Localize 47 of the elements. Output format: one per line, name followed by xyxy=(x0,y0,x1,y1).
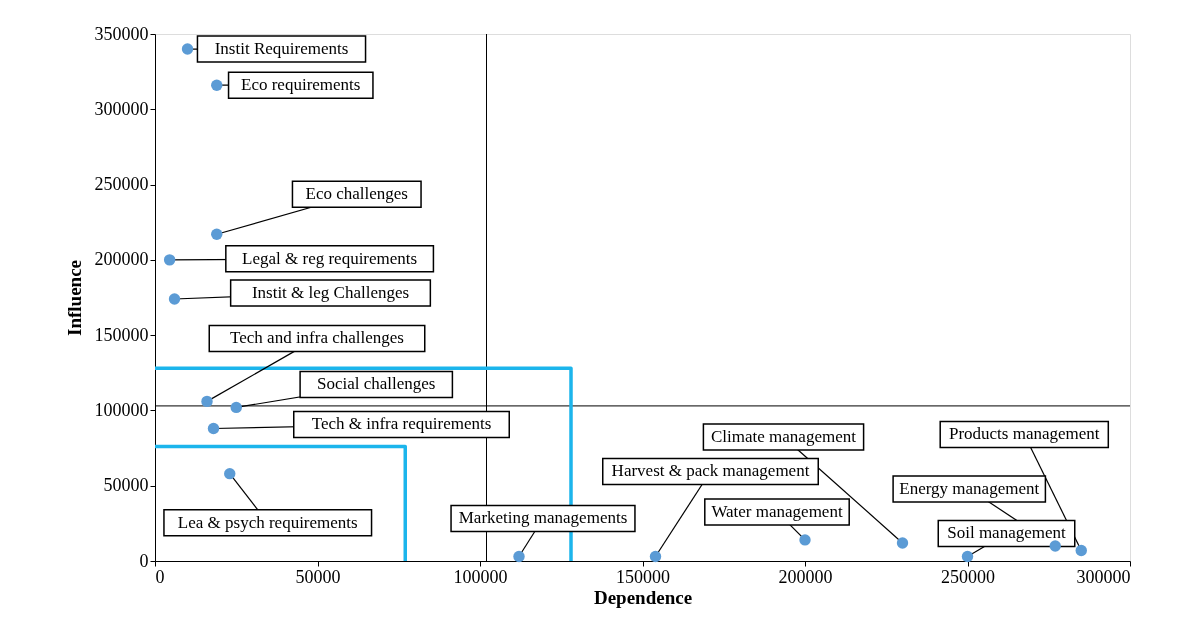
y-tick-label: 50000 xyxy=(103,475,149,496)
annotation: Harvest & pack management xyxy=(611,461,810,481)
point xyxy=(799,534,811,546)
annotation: Legal & reg requirements xyxy=(242,248,418,268)
point xyxy=(649,550,662,563)
y-tick-label: 300000 xyxy=(94,98,149,119)
x-axis-title: Dependence xyxy=(593,586,693,608)
point xyxy=(181,43,194,55)
annotation: Eco requirements xyxy=(241,75,361,95)
point xyxy=(224,467,236,480)
y-tick-label: 250000 xyxy=(94,174,149,195)
annotation: Marketing managements xyxy=(458,508,628,528)
point xyxy=(163,254,176,266)
annotation: Soil management xyxy=(947,523,1067,543)
point xyxy=(211,228,223,240)
point xyxy=(168,293,181,305)
point xyxy=(230,401,242,414)
point xyxy=(1075,544,1087,557)
point xyxy=(961,550,974,563)
y-tick-label: 200000 xyxy=(94,249,149,270)
annotation: Water management xyxy=(711,501,843,521)
point xyxy=(207,422,220,435)
annotation: Eco challenges xyxy=(305,184,408,204)
annotation: Products management xyxy=(948,424,1100,444)
annotation: Social challenges xyxy=(317,374,436,394)
y-axis-title: Influence xyxy=(63,260,85,336)
point xyxy=(896,537,909,549)
x-tick-label: 0 xyxy=(155,566,165,587)
x-tick-label: 250000 xyxy=(941,566,995,587)
x-tick-label: 50000 xyxy=(295,566,341,587)
point xyxy=(211,79,223,91)
point xyxy=(513,550,525,563)
x-tick-label: 200000 xyxy=(778,566,833,587)
x-tick-label: 300000 xyxy=(1076,566,1131,587)
y-tick-label: 350000 xyxy=(94,23,149,44)
annotation: Climate management xyxy=(711,426,857,446)
annotation: Tech & infra requirements xyxy=(311,414,492,434)
y-tick-label: 150000 xyxy=(94,324,149,345)
x-tick-label: 100000 xyxy=(453,566,508,587)
x-tick-label: 150000 xyxy=(616,566,670,587)
y-tick-label: 0 xyxy=(139,550,149,571)
point xyxy=(201,395,213,408)
annotation: Tech and infra challenges xyxy=(230,328,404,348)
annotation: Lea & psych requirements xyxy=(177,512,358,532)
annotation: Instit & leg Challenges xyxy=(251,283,410,303)
y-tick-label: 100000 xyxy=(94,399,149,420)
annotation: Energy management xyxy=(899,478,1040,498)
